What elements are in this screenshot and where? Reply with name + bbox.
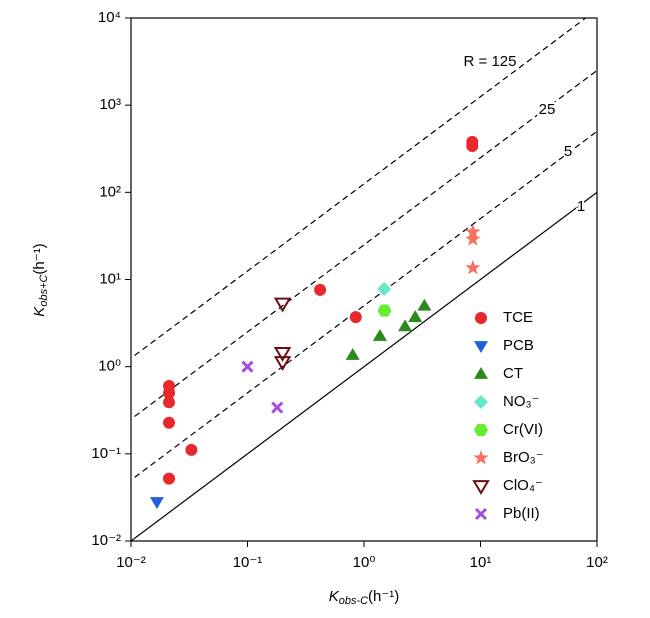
legend-label: CT	[503, 365, 523, 382]
legend-marker	[473, 450, 488, 464]
y-tick-label: 10²	[99, 183, 121, 200]
data-point	[417, 299, 431, 311]
legend-marker	[476, 509, 486, 519]
data-point	[373, 329, 387, 341]
data-point	[378, 305, 392, 317]
data-point	[150, 497, 164, 509]
x-tick-label: 10⁰	[353, 554, 376, 571]
legend-label: TCE	[503, 309, 533, 326]
legend-label: ClO₄⁻	[503, 477, 543, 494]
legend-label: Cr(VI)	[503, 421, 543, 438]
x-label-sub: obs-C	[339, 595, 368, 607]
y-tick-label: 10¹	[99, 270, 121, 287]
data-point	[465, 260, 480, 274]
y-tick-label: 10³	[99, 96, 121, 113]
legend-label: PCB	[503, 337, 534, 354]
ratio-line	[15, 0, 650, 506]
legend-marker	[474, 424, 488, 436]
data-point	[272, 403, 282, 413]
y-tick-label: 10⁰	[98, 358, 121, 375]
y-axis-label: Kobs+C(h⁻¹)	[31, 243, 50, 316]
data-point	[163, 417, 175, 429]
y-label-unit: (h⁻¹)	[31, 243, 48, 274]
data-point	[185, 444, 197, 456]
legend-marker	[474, 367, 488, 379]
x-tick-label: 10⁻¹	[233, 554, 263, 571]
ratio-line-label: 5	[564, 143, 572, 160]
y-tick-label: 10⁴	[98, 9, 121, 26]
ratio-line-label: 1	[577, 198, 585, 215]
y-tick-label: 10⁻¹	[91, 445, 121, 462]
data-point	[346, 348, 360, 360]
legend-label: NO₃⁻	[503, 393, 540, 410]
x-tick-label: 10⁻²	[116, 554, 146, 571]
x-tick-label: 10¹	[470, 554, 492, 571]
ratio-line-label: 25	[539, 101, 556, 118]
y-tick-label: 10⁻²	[91, 532, 121, 549]
legend-marker	[474, 341, 488, 353]
data-point	[276, 299, 290, 311]
ratio-line-label: R = 125	[464, 53, 517, 70]
data-point	[163, 396, 175, 408]
data-point	[466, 140, 478, 152]
data-point	[408, 310, 422, 322]
ratio-line	[15, 44, 650, 567]
y-label-sub: obs+C	[38, 275, 50, 307]
legend-label: BrO₃⁻	[503, 449, 544, 466]
x-tick-label: 10²	[586, 554, 608, 571]
plot-area	[15, 0, 650, 613]
legend-marker	[474, 481, 488, 493]
data-point	[243, 362, 253, 372]
x-label-unit: (h⁻¹)	[368, 588, 399, 605]
data-point	[163, 473, 175, 485]
legend-marker	[475, 312, 487, 324]
ratio-line	[15, 0, 650, 445]
legend-marker	[474, 395, 488, 409]
data-point	[465, 231, 480, 245]
data-point	[350, 311, 362, 323]
legend-label: Pb(II)	[503, 505, 540, 522]
x-axis-label: Kobs-C(h⁻¹)	[329, 588, 400, 607]
data-point	[314, 284, 326, 296]
